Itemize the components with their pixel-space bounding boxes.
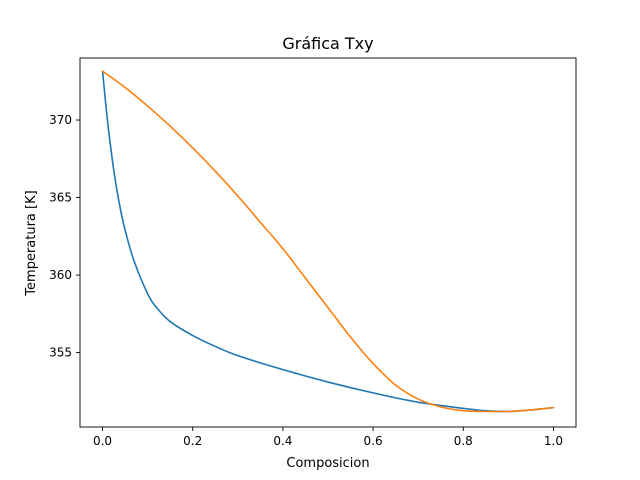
series-line-1	[101, 70, 555, 413]
x-tick-label: 0.2	[183, 434, 202, 448]
y-axis-label: Temperatura [K]	[24, 190, 39, 296]
series-line-2	[101, 70, 555, 413]
x-tick-label: 1.0	[544, 434, 563, 448]
y-tick-label: 355	[49, 346, 72, 360]
x-axis-label: Composicion	[286, 456, 369, 471]
x-tick-label: 0.8	[454, 434, 473, 448]
x-tick-label: 0.4	[273, 434, 292, 448]
x-tick-label: 0.6	[364, 434, 383, 448]
chart-title: Gráfica Txy	[282, 34, 373, 53]
y-tick-label: 370	[49, 113, 72, 127]
x-tick-label: 0.0	[93, 434, 112, 448]
plot-frame	[79, 57, 577, 428]
y-tick-label: 365	[49, 191, 72, 205]
plot-area: 0.0 0.2 0.4 0.6 0.8 1.0 355 360 365 370	[49, 57, 577, 448]
y-tick-label: 360	[49, 268, 72, 282]
series-group	[101, 70, 555, 413]
